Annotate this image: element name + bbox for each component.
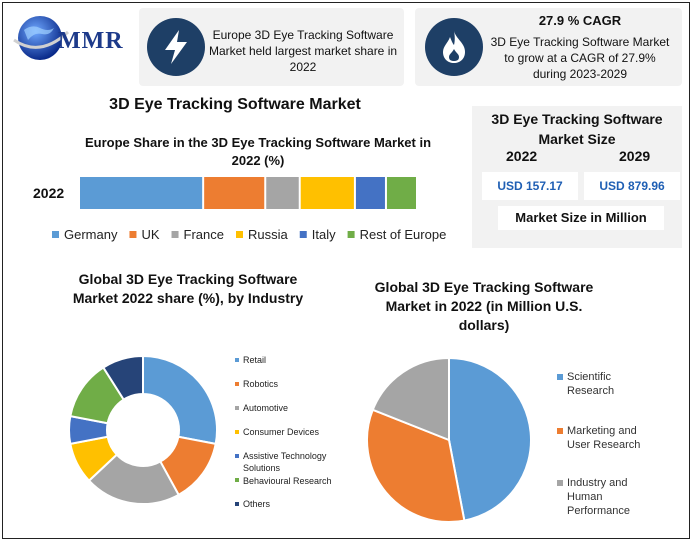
slice-industry-and-human-performance	[371, 356, 450, 442]
market-size-unit: Market Size in Million	[498, 206, 664, 230]
legend-swatch	[235, 406, 239, 410]
lightning-icon	[147, 18, 205, 76]
bar-segment-rest-of-europe	[386, 177, 416, 209]
bar-segment-italy	[355, 177, 385, 209]
region-insight-text: Europe 3D Eye Tracking Software Market h…	[208, 28, 398, 74]
insight-card-region: Europe 3D Eye Tracking Software Market h…	[139, 8, 404, 86]
legend-swatch	[557, 428, 563, 434]
legend-swatch	[235, 502, 239, 506]
mmr-logo	[10, 10, 140, 70]
market-size-title: 3D Eye Tracking Software Market Size	[491, 111, 663, 147]
bar-category-label: 2022	[33, 185, 64, 201]
cagr-title: 27.9 % CAGR	[538, 13, 622, 28]
legend-swatch	[235, 430, 239, 434]
legend-label: Italy	[312, 227, 336, 242]
europe-share-bar-chart: 2022 Germany UK France Russia Italy Rest of E…	[33, 177, 447, 242]
value-2022: USD 157.17	[482, 172, 578, 200]
market-size-card: 3D Eye Tracking Software Market Size 202…	[472, 106, 682, 248]
legend-label: Germany	[64, 227, 118, 242]
legend-swatch	[347, 231, 355, 238]
legend-swatch	[557, 374, 563, 380]
legend-label: Rest of Europe	[360, 227, 447, 242]
slice-scientific-research	[448, 356, 532, 522]
legend-label: Automotive	[243, 403, 288, 413]
legend-swatch	[235, 478, 239, 482]
bar-segment-uk	[204, 177, 265, 209]
legend-label: Marketing and User Research	[567, 425, 640, 451]
bar-segment-germany	[80, 177, 203, 209]
application-pie-chart: Scientific Research Marketing and User Rese…	[366, 356, 640, 523]
legend-swatch	[557, 480, 563, 486]
bar-segment-france	[266, 177, 299, 209]
legend-swatch	[171, 231, 179, 238]
legend-label: Others	[243, 499, 271, 509]
industry-donut-chart: Retail Robotics Automotive Consumer Devices…	[68, 354, 332, 509]
slice-retail	[142, 354, 218, 446]
legend-label: Consumer Devices	[243, 427, 320, 437]
flame-icon	[425, 18, 483, 76]
year-2022-label: 2022	[506, 148, 538, 164]
legend-swatch	[235, 382, 239, 386]
globe-icon	[13, 16, 70, 60]
legend-swatch	[129, 231, 137, 238]
legend-swatch	[52, 231, 59, 238]
bar-chart-title: Europe Share in the 3D Eye Tracking Soft…	[84, 135, 432, 168]
legend-swatch	[235, 454, 239, 458]
pie-chart-title: Global 3D Eye Tracking Software Market i…	[374, 279, 594, 333]
value-2029: USD 879.96	[584, 172, 680, 200]
legend-swatch	[236, 231, 243, 238]
year-2029-label: 2029	[619, 148, 651, 164]
legend-label: Robotics	[243, 379, 279, 389]
legend-label: Behavioural Research	[243, 476, 332, 486]
legend-label: UK	[141, 227, 159, 242]
bar-segment-russia	[300, 177, 354, 209]
slice-marketing-and-user-research	[366, 408, 466, 523]
main-title: 3D Eye Tracking Software Market	[109, 96, 361, 113]
legend-label: Industry and Human Performance	[567, 477, 630, 517]
slice-others	[101, 354, 144, 401]
legend-label: Scientific Research	[567, 371, 614, 397]
insight-card-cagr: 27.9 % CAGR 3D Eye Tracking Software Mar…	[415, 8, 682, 86]
legend-label: Retail	[243, 355, 266, 365]
legend-label: Assistive Technology Solutions	[243, 451, 327, 473]
logo-text: MMR	[58, 28, 124, 54]
legend-swatch	[299, 231, 307, 238]
legend-label: France	[184, 227, 224, 242]
legend-label: Russia	[248, 227, 289, 242]
donut-chart-title: Global 3D Eye Tracking Software Market 2…	[72, 271, 304, 306]
legend-swatch	[235, 358, 239, 362]
cagr-text: 3D Eye Tracking Software Market to grow …	[490, 35, 670, 81]
